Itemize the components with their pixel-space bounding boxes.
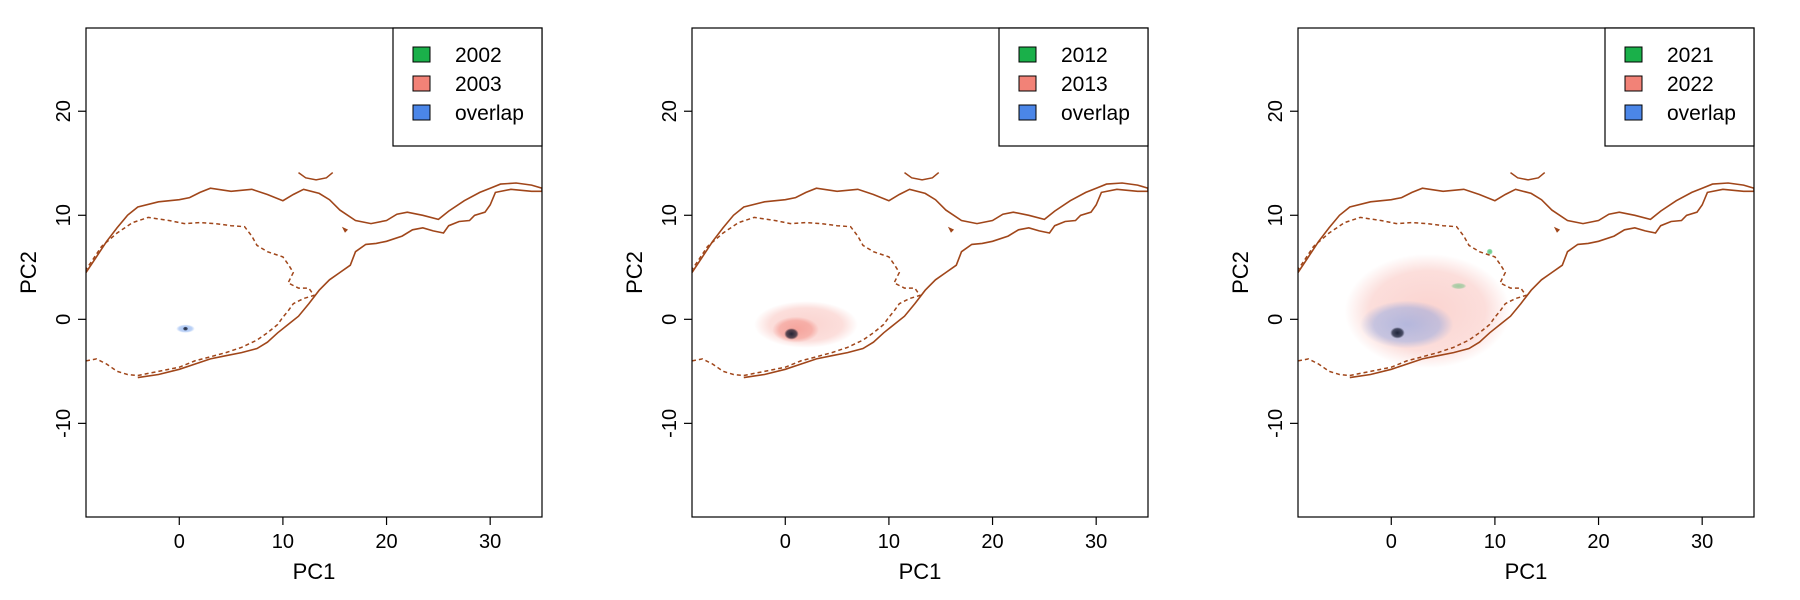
inner-contour <box>1298 216 1528 377</box>
legend-swatch <box>1018 46 1037 63</box>
contour-fragment <box>341 226 349 233</box>
density-blob-core <box>182 326 189 331</box>
y-tick-label: 0 <box>53 314 75 325</box>
contour-fragment <box>1553 226 1561 233</box>
legend-swatch <box>412 75 431 92</box>
legend-label: overlap <box>455 102 524 125</box>
chart-panel-3: 0 10 20 30 -10 0 10 20 PC1 PC2 2021 2022 overlap <box>1228 27 1755 584</box>
x-tick-label: 0 <box>1386 531 1397 553</box>
legend-swatch <box>1624 75 1643 92</box>
plot-area <box>692 171 1148 379</box>
y-axis-label: PC2 <box>16 251 41 294</box>
y-tick-label: -10 <box>659 409 681 438</box>
plot-frame <box>1297 27 1755 518</box>
outer-contour <box>1298 182 1754 379</box>
y-axis-label: PC2 <box>622 251 647 294</box>
x-tick-label: 0 <box>174 531 185 553</box>
contour-fragment <box>1510 171 1546 181</box>
legend-label: overlap <box>1061 102 1130 125</box>
legend-label: 2002 <box>455 44 502 67</box>
plot-frame <box>691 27 1149 518</box>
density-blob-year1 <box>1450 282 1467 290</box>
outer-contour <box>86 182 542 379</box>
chart-panel-2: 0 10 20 30 -10 0 10 20 PC1 PC2 2012 2013 overlap <box>622 27 1149 584</box>
x-tick-label: 10 <box>272 531 294 553</box>
x-tick-label: 20 <box>981 531 1003 553</box>
x-tick-label: 30 <box>479 531 501 553</box>
legend-swatch <box>1018 75 1037 92</box>
legend: 2002 2003 overlap <box>392 27 543 147</box>
x-axis-label: PC1 <box>1505 559 1548 584</box>
y-tick-label: 0 <box>1265 314 1287 325</box>
chart-panel-1: 0 10 20 30 -10 0 10 20 PC1 PC2 2002 2003 overlap <box>16 27 543 584</box>
y-tick-label: 20 <box>659 100 681 122</box>
legend-swatch <box>1624 46 1643 63</box>
legend-swatch <box>1018 104 1037 121</box>
x-tick-label: 30 <box>1691 531 1713 553</box>
x-tick-label: 10 <box>1484 531 1506 553</box>
contour-fragment <box>298 171 334 181</box>
x-tick-label: 30 <box>1085 531 1107 553</box>
y-tick-label: -10 <box>53 409 75 438</box>
inner-contour <box>692 216 922 377</box>
density-blob-core <box>784 328 799 340</box>
y-tick-label: 10 <box>53 204 75 226</box>
legend-label: 2003 <box>455 73 502 96</box>
y-tick-label: 10 <box>659 204 681 226</box>
legend-label: 2021 <box>1667 44 1714 67</box>
x-tick-label: 0 <box>780 531 791 553</box>
x-axis-label: PC1 <box>899 559 942 584</box>
legend: 2021 2022 overlap <box>1604 27 1755 147</box>
legend-swatch <box>1624 104 1643 121</box>
y-tick-label: 0 <box>659 314 681 325</box>
contour-fragment <box>904 171 940 181</box>
density-blob-overlap <box>1360 300 1454 349</box>
legend-label: overlap <box>1667 102 1736 125</box>
legend-label: 2022 <box>1667 73 1714 96</box>
x-tick-label: 20 <box>375 531 397 553</box>
x-tick-label: 20 <box>1587 531 1609 553</box>
y-tick-label: -10 <box>1265 409 1287 438</box>
plot-frame <box>85 27 543 518</box>
plot-area <box>86 171 542 379</box>
contour-fragment <box>947 226 955 233</box>
density-blob-core <box>1390 327 1405 339</box>
y-axis-label: PC2 <box>1228 251 1253 294</box>
y-tick-label: 20 <box>1265 100 1287 122</box>
legend-label: 2012 <box>1061 44 1108 67</box>
plot-area <box>1298 171 1754 379</box>
legend-swatch <box>412 46 431 63</box>
y-tick-label: 10 <box>1265 204 1287 226</box>
legend-label: 2013 <box>1061 73 1108 96</box>
legend-swatch <box>412 104 431 121</box>
x-axis-label: PC1 <box>293 559 336 584</box>
x-tick-label: 10 <box>878 531 900 553</box>
density-blob-year1 <box>1486 248 1493 255</box>
legend: 2012 2013 overlap <box>998 27 1149 147</box>
y-tick-label: 20 <box>53 100 75 122</box>
outer-contour <box>692 182 1148 379</box>
inner-contour <box>86 216 316 377</box>
